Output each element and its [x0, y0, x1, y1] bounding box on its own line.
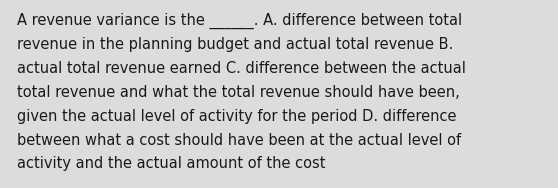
- Text: A revenue variance is the ______. A. difference between total: A revenue variance is the ______. A. dif…: [17, 13, 462, 29]
- Text: total revenue and what the total revenue should have been,: total revenue and what the total revenue…: [17, 85, 459, 100]
- Text: between what a cost should have been at the actual level of: between what a cost should have been at …: [17, 133, 461, 148]
- Text: given the actual level of activity for the period D. difference: given the actual level of activity for t…: [17, 109, 456, 124]
- Text: actual total revenue earned C. difference between the actual: actual total revenue earned C. differenc…: [17, 61, 465, 76]
- Text: revenue in the planning budget and actual total revenue B.: revenue in the planning budget and actua…: [17, 37, 453, 52]
- Text: activity and the actual amount of the cost: activity and the actual amount of the co…: [17, 156, 325, 171]
